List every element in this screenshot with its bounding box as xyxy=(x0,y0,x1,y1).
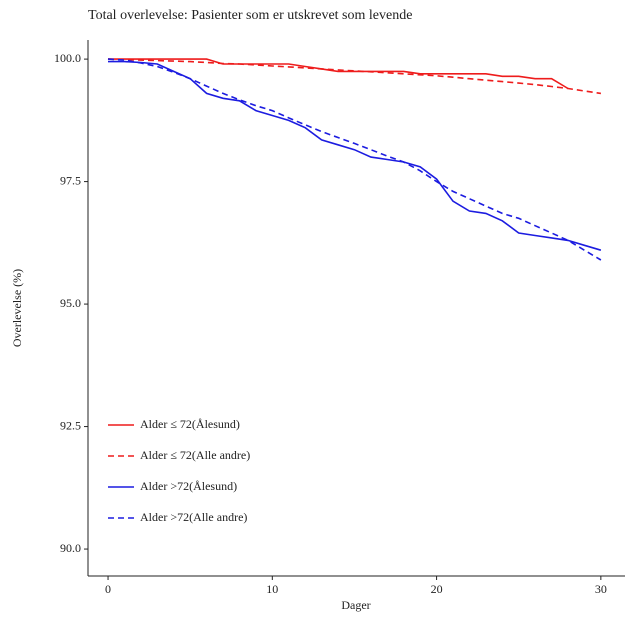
legend-label: Alder >72(Alle andre) xyxy=(140,510,247,524)
y-tick-label: 100.0 xyxy=(54,51,81,65)
x-axis-label: Dager xyxy=(341,598,370,612)
series-line xyxy=(107,58,602,261)
y-axis-label: Overlevelse (%) xyxy=(10,269,24,347)
y-tick-label: 92.5 xyxy=(60,418,81,432)
series-line xyxy=(107,58,602,95)
series-line xyxy=(108,58,569,90)
chart-title: Total overlevelse: Pasienter som er utsk… xyxy=(88,8,412,23)
y-tick-label: 95.0 xyxy=(60,296,81,310)
y-tick-label: 97.5 xyxy=(60,173,81,187)
x-tick-label: 10 xyxy=(266,582,278,596)
legend-label: Alder ≤ 72(Ålesund) xyxy=(140,417,240,431)
legend-label: Alder >72(Ålesund) xyxy=(140,479,237,493)
y-tick-label: 90.0 xyxy=(60,541,81,555)
x-tick-label: 20 xyxy=(431,582,443,596)
x-tick-label: 30 xyxy=(595,582,607,596)
x-tick-label: 0 xyxy=(105,582,111,596)
legend-label: Alder ≤ 72(Alle andre) xyxy=(140,448,250,462)
